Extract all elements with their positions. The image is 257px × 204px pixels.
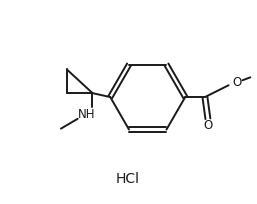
Text: O: O xyxy=(232,76,241,89)
Text: O: O xyxy=(203,119,213,132)
Text: NH: NH xyxy=(78,108,95,121)
Text: HCl: HCl xyxy=(116,172,140,186)
